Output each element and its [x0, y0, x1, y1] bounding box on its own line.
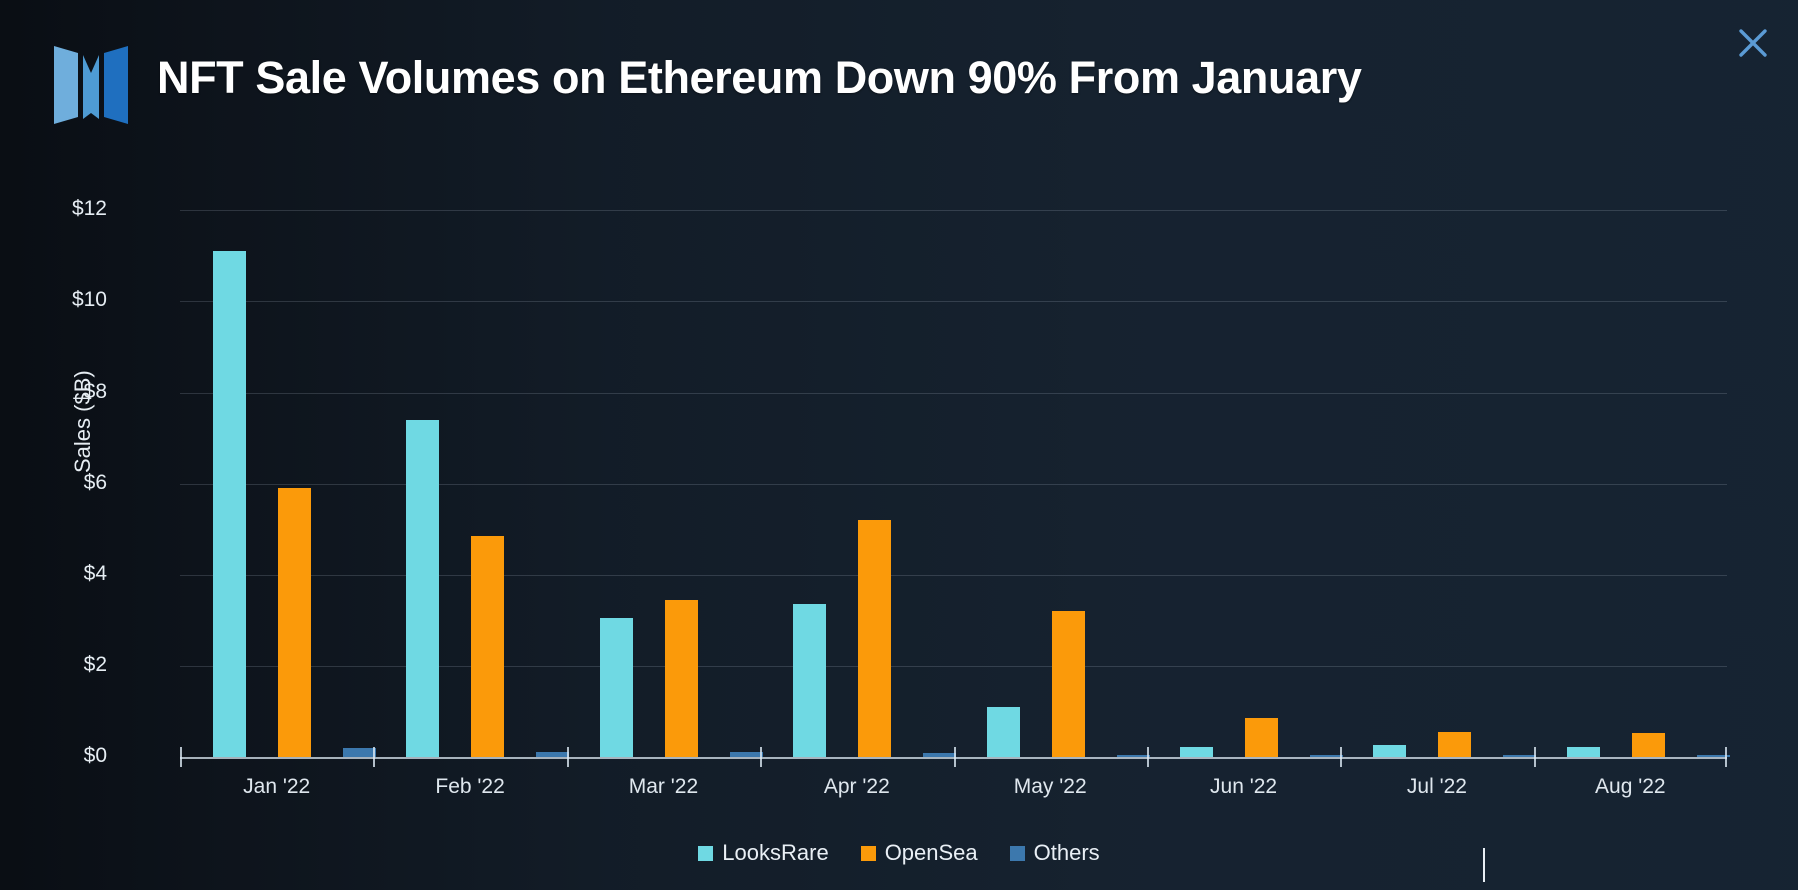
- y-axis-tick-label: $4: [83, 561, 107, 585]
- x-axis-tick: [566, 747, 569, 767]
- legend-label: LooksRare: [722, 840, 829, 865]
- bar-looksrare-0[interactable]: [213, 251, 246, 757]
- x-axis-tick-label: May '22: [1013, 775, 1087, 798]
- header: NFT Sale Volumes on Ethereum Down 90% Fr…: [0, 0, 1798, 150]
- page-title: NFT Sale Volumes on Ethereum Down 90% Fr…: [157, 52, 1362, 103]
- legend-item-others[interactable]: Others: [1009, 840, 1100, 866]
- bar-opensea-2[interactable]: [664, 599, 698, 757]
- bar-opensea-1[interactable]: [471, 536, 505, 757]
- bar-others-1[interactable]: [536, 751, 570, 757]
- legend: LooksRare OpenSea Others: [0, 840, 1798, 866]
- x-axis-tick-label: Jan '22: [243, 775, 311, 798]
- close-icon[interactable]: [1726, 16, 1780, 70]
- legend-swatch-icon: [1009, 845, 1025, 861]
- y-axis-tick-label: $8: [83, 379, 107, 403]
- bar-looksrare-3[interactable]: [793, 604, 827, 757]
- bar-opensea-0[interactable]: [278, 488, 311, 757]
- bar-opensea-7[interactable]: [1631, 733, 1665, 757]
- bar-others-0[interactable]: [343, 747, 376, 757]
- gridline: [180, 392, 1727, 394]
- x-axis-tick-label: Mar '22: [628, 775, 699, 798]
- x-axis-tick: [953, 747, 956, 767]
- bar-opensea-5[interactable]: [1244, 718, 1278, 757]
- x-axis-tick-label: Feb '22: [435, 775, 505, 798]
- text-caret: [1483, 848, 1485, 882]
- y-axis-tick-label: $2: [83, 652, 107, 676]
- bar-looksrare-4[interactable]: [986, 706, 1020, 757]
- bar-looksrare-7[interactable]: [1566, 747, 1600, 757]
- bar-looksrare-5[interactable]: [1179, 746, 1213, 757]
- legend-swatch-icon: [698, 845, 714, 861]
- x-axis-tick: [1533, 747, 1536, 767]
- messari-logo: [52, 42, 130, 128]
- bar-others-4[interactable]: [1116, 755, 1150, 757]
- bar-looksrare-6[interactable]: [1373, 745, 1407, 757]
- legend-item-opensea[interactable]: OpenSea: [860, 840, 978, 866]
- bar-others-7[interactable]: [1696, 754, 1730, 757]
- x-axis-tick: [1725, 747, 1727, 767]
- gridline: [180, 665, 1727, 667]
- legend-label: OpenSea: [884, 840, 978, 865]
- legend-item-looksrare[interactable]: LooksRare: [698, 840, 829, 866]
- x-axis-tick-label: Jul '22: [1406, 775, 1467, 798]
- x-axis-tick: [180, 747, 182, 767]
- x-axis-tick-label: Jun '22: [1210, 775, 1278, 798]
- bar-looksrare-1[interactable]: [406, 419, 440, 757]
- legend-swatch-icon: [860, 845, 876, 861]
- plot-area: Sales ($B) $0 $2 $4 $6 $8 $10 $12 Jan '22 Feb '…: [70, 183, 1730, 798]
- bar-others-6[interactable]: [1503, 754, 1537, 757]
- legend-label: Others: [1033, 840, 1100, 865]
- gridline: [180, 483, 1727, 485]
- x-axis-tick: [1340, 747, 1343, 767]
- gridline: [180, 574, 1727, 576]
- y-axis-tick-label: $12: [71, 197, 107, 221]
- bar-others-3[interactable]: [923, 753, 957, 757]
- bar-opensea-4[interactable]: [1051, 611, 1085, 757]
- bar-others-2[interactable]: [729, 751, 763, 757]
- x-axis-tick: [1146, 747, 1149, 767]
- y-axis-tick-label: $6: [83, 470, 107, 494]
- y-axis-tick-label: $10: [71, 288, 107, 312]
- bar-looksrare-2[interactable]: [599, 618, 633, 757]
- bar-others-5[interactable]: [1309, 755, 1343, 757]
- x-axis-tick: [373, 747, 376, 767]
- gridline: [180, 210, 1727, 212]
- x-axis-tick-label: Aug '22: [1595, 775, 1666, 798]
- x-axis-tick-label: Apr '22: [823, 775, 890, 798]
- x-axis-tick: [760, 747, 763, 767]
- gridline: [180, 301, 1727, 303]
- bar-opensea-3[interactable]: [858, 520, 892, 757]
- y-axis-tick-label: $0: [83, 744, 107, 767]
- bar-opensea-6[interactable]: [1438, 731, 1472, 757]
